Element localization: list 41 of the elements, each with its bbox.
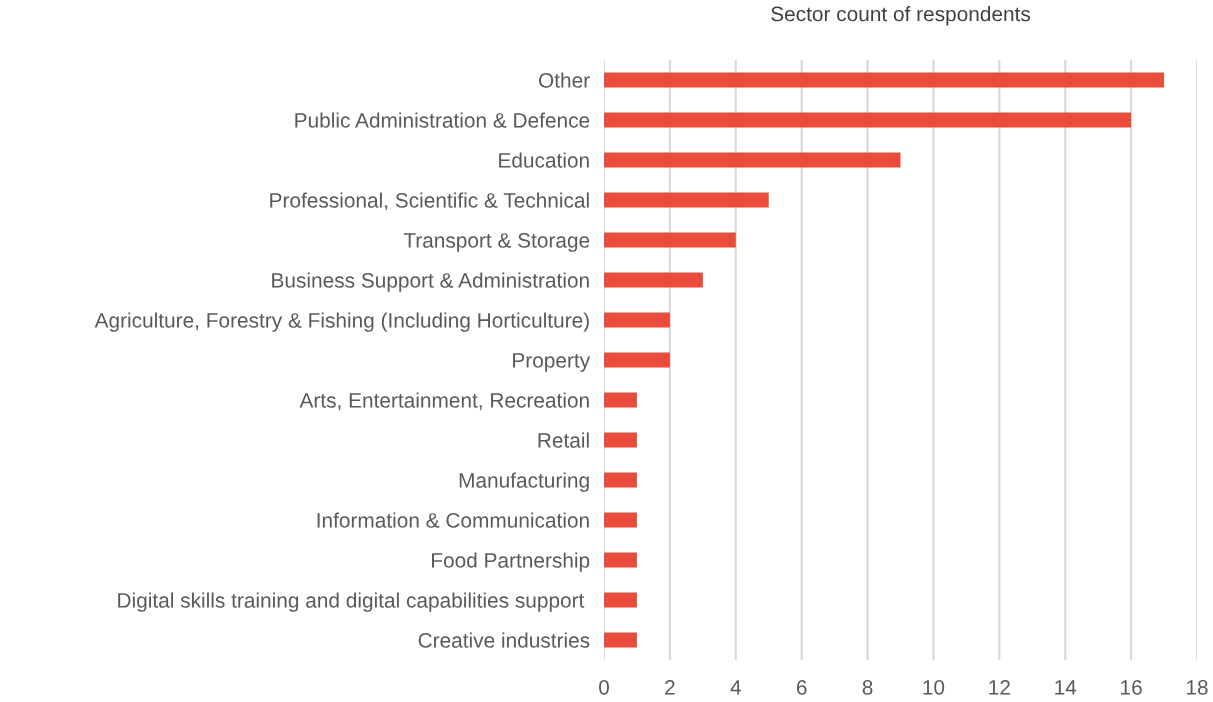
y-tick-label: Agriculture, Forestry & Fishing (Including Horticulture) <box>94 312 589 332</box>
bar <box>604 632 637 648</box>
bar <box>604 112 1132 128</box>
y-tick-label: Professional, Scientific & Technical <box>270 192 589 211</box>
bar <box>604 192 769 208</box>
bar <box>604 152 901 168</box>
bar <box>604 512 637 528</box>
bar <box>604 352 670 368</box>
y-tick-label: Other <box>539 72 590 88</box>
y-tick-label: Education <box>499 152 589 168</box>
y-tick-label: Retail <box>538 432 589 448</box>
y-tick-label: Creative industries <box>418 632 590 648</box>
x-tick-label: 10 <box>923 679 945 695</box>
x-tick-label: 2 <box>665 679 675 695</box>
y-tick-label: Public Administration & Defence <box>295 112 590 128</box>
bar <box>604 232 736 248</box>
y-tick-label: Arts, Entertainment, Recreation <box>299 392 589 411</box>
x-tick-label: 0 <box>599 679 609 695</box>
y-tick-label: Business Support & Administration <box>272 272 589 292</box>
x-tick-label: 16 <box>1121 679 1142 695</box>
bar <box>604 472 637 488</box>
bar <box>604 272 703 288</box>
x-tick-label: 8 <box>862 679 873 695</box>
y-tick-label: Digital skills training and digital capabilities support <box>118 592 585 612</box>
x-tick-label: 12 <box>989 679 1010 695</box>
x-tick-label: 4 <box>730 680 741 695</box>
y-tick-label: Transport & Storage <box>403 233 590 252</box>
x-tick-label: 18 <box>1187 679 1208 695</box>
bar <box>604 552 637 568</box>
bar <box>604 392 637 408</box>
bar <box>604 312 670 328</box>
y-tick-label: Manufacturing <box>459 472 589 492</box>
bar <box>604 72 1165 88</box>
y-tick-label: Food Partnership <box>432 552 590 572</box>
y-tick-label: Information & Communication <box>317 512 589 528</box>
bar <box>604 592 637 608</box>
y-tick-label: Property <box>513 353 591 372</box>
x-tick-label: 6 <box>796 679 807 695</box>
x-tick-label: 14 <box>1055 680 1077 695</box>
chart-title: Sector count of respondents <box>771 6 1031 26</box>
bar <box>604 432 637 448</box>
